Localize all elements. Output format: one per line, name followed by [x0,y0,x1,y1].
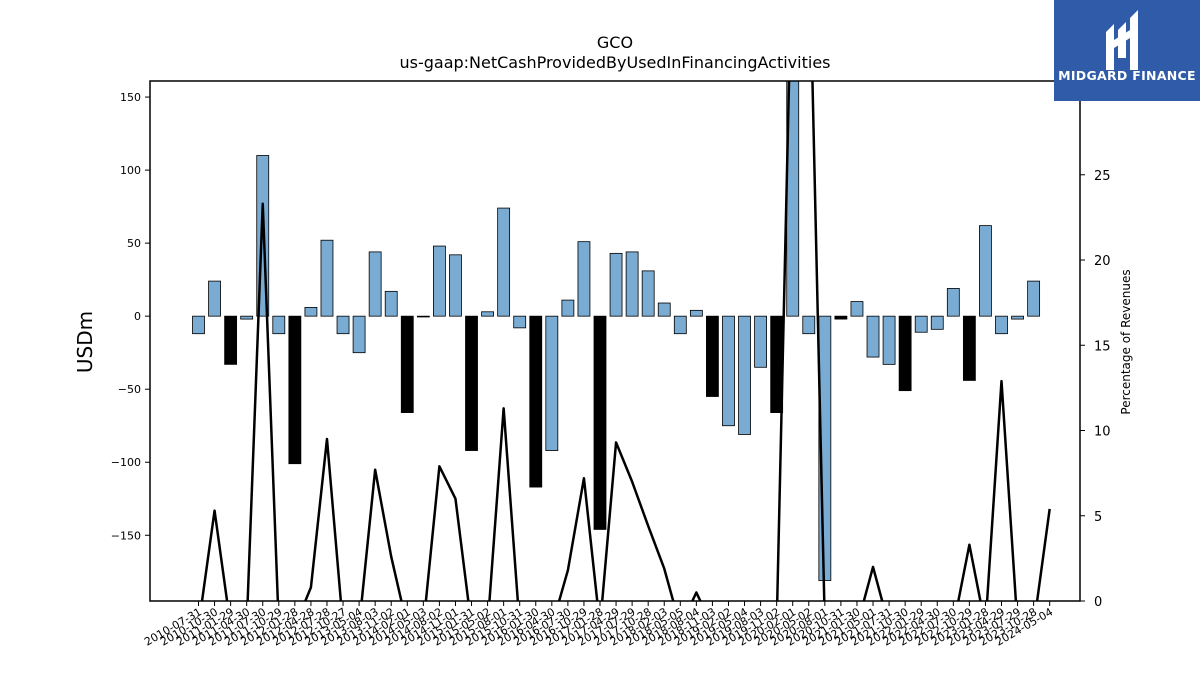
bar-2011-10-29 [272,315,286,335]
y-tick-label: −50 [118,383,141,396]
bar-2018-11-03 [706,315,719,397]
y-tick-label: 100 [120,164,141,177]
bar-2022-01-29 [914,315,928,333]
bar-2021-05-01 [866,315,880,358]
bar-2017-07-29 [625,251,639,317]
bar-2015-01-31 [465,315,478,451]
bar-2016-10-29 [577,241,591,317]
bar-2023-04-29 [995,315,1008,335]
midgard-logo-icon [1106,10,1138,70]
bar-2015-08-01 [497,207,511,317]
bar-2015-05-02 [481,311,494,317]
percentage-of-revenues-line [200,81,1051,601]
bar-2016-01-30 [529,315,543,488]
bar-2023-07-29 [1011,315,1024,320]
bar-2017-01-28 [593,315,607,530]
bar-2021-07-31 [882,315,896,365]
y2-tick-label: 25 [1094,169,1111,184]
y-tick-label: −100 [111,456,141,469]
bar-2014-05-03 [416,315,430,318]
y2-tick-label: 0 [1094,595,1102,610]
bar-2012-04-28 [304,306,318,317]
bar-2016-04-30 [545,315,559,451]
bar-2011-04-30 [240,315,254,320]
bar-2011-01-29 [224,315,238,365]
y2-tick-label: 5 [1094,510,1102,525]
bar-2017-10-28 [641,270,655,317]
y2-tick-label: 20 [1094,254,1111,269]
bar-2018-02-03 [657,302,671,317]
y-tick-label: −150 [111,529,141,542]
bar-2019-05-04 [738,315,751,435]
bar-2014-11-01 [449,254,462,317]
bar-2014-02-01 [400,315,414,413]
bar-2012-01-28 [288,315,302,465]
bar-2017-04-29 [609,252,623,317]
chart-title: GCO [597,33,633,52]
bar-2022-10-29 [962,315,976,381]
chart-subtitle: us-gaap:NetCashProvidedByUsedInFinancing… [399,53,830,72]
bar-2015-10-31 [513,315,527,329]
brand-logo: MIDGARD FINANCE [1054,0,1200,101]
plot-frame [149,80,1081,602]
y-axis-label: USDm [73,311,97,373]
bar-2018-08-04 [689,309,703,317]
bar-2012-07-28 [320,239,334,317]
bar-2022-04-30 [930,315,944,330]
bar-2014-08-02 [432,245,446,317]
bar-2019-08-03 [754,315,767,368]
bar-2010-10-30 [208,280,221,317]
bar-2018-05-05 [673,315,687,335]
y2-tick-label: 10 [1094,425,1111,440]
bar-2013-11-02 [384,290,398,317]
y-tick-label: 150 [120,91,141,104]
bar-2020-05-02 [802,315,816,335]
y-tick-label: 50 [127,237,141,250]
bar-2021-10-30 [898,315,912,392]
axes: 150100500−50−100−1500510152025302010-07-… [111,84,1111,649]
y2-axis-label: Percentage of Revenues [1119,269,1133,414]
bar-2021-01-30 [850,301,864,317]
bar-2013-05-04 [352,315,366,354]
bar-2013-08-03 [368,251,382,317]
bar-2022-07-30 [946,288,960,317]
bar-2020-10-31 [834,315,848,320]
y-tick-label: 0 [134,310,141,323]
bar-2012-10-27 [336,315,350,335]
bar-2019-02-02 [722,315,735,427]
y2-tick-label: 15 [1094,339,1111,354]
plot-area [192,81,1051,601]
bar-2023-01-28 [979,225,992,317]
bar-2010-07-31 [192,315,205,335]
bar-2016-07-30 [561,299,575,317]
bar-2023-10-28 [1027,280,1041,317]
brand-name: MIDGARD FINANCE [1058,68,1196,83]
